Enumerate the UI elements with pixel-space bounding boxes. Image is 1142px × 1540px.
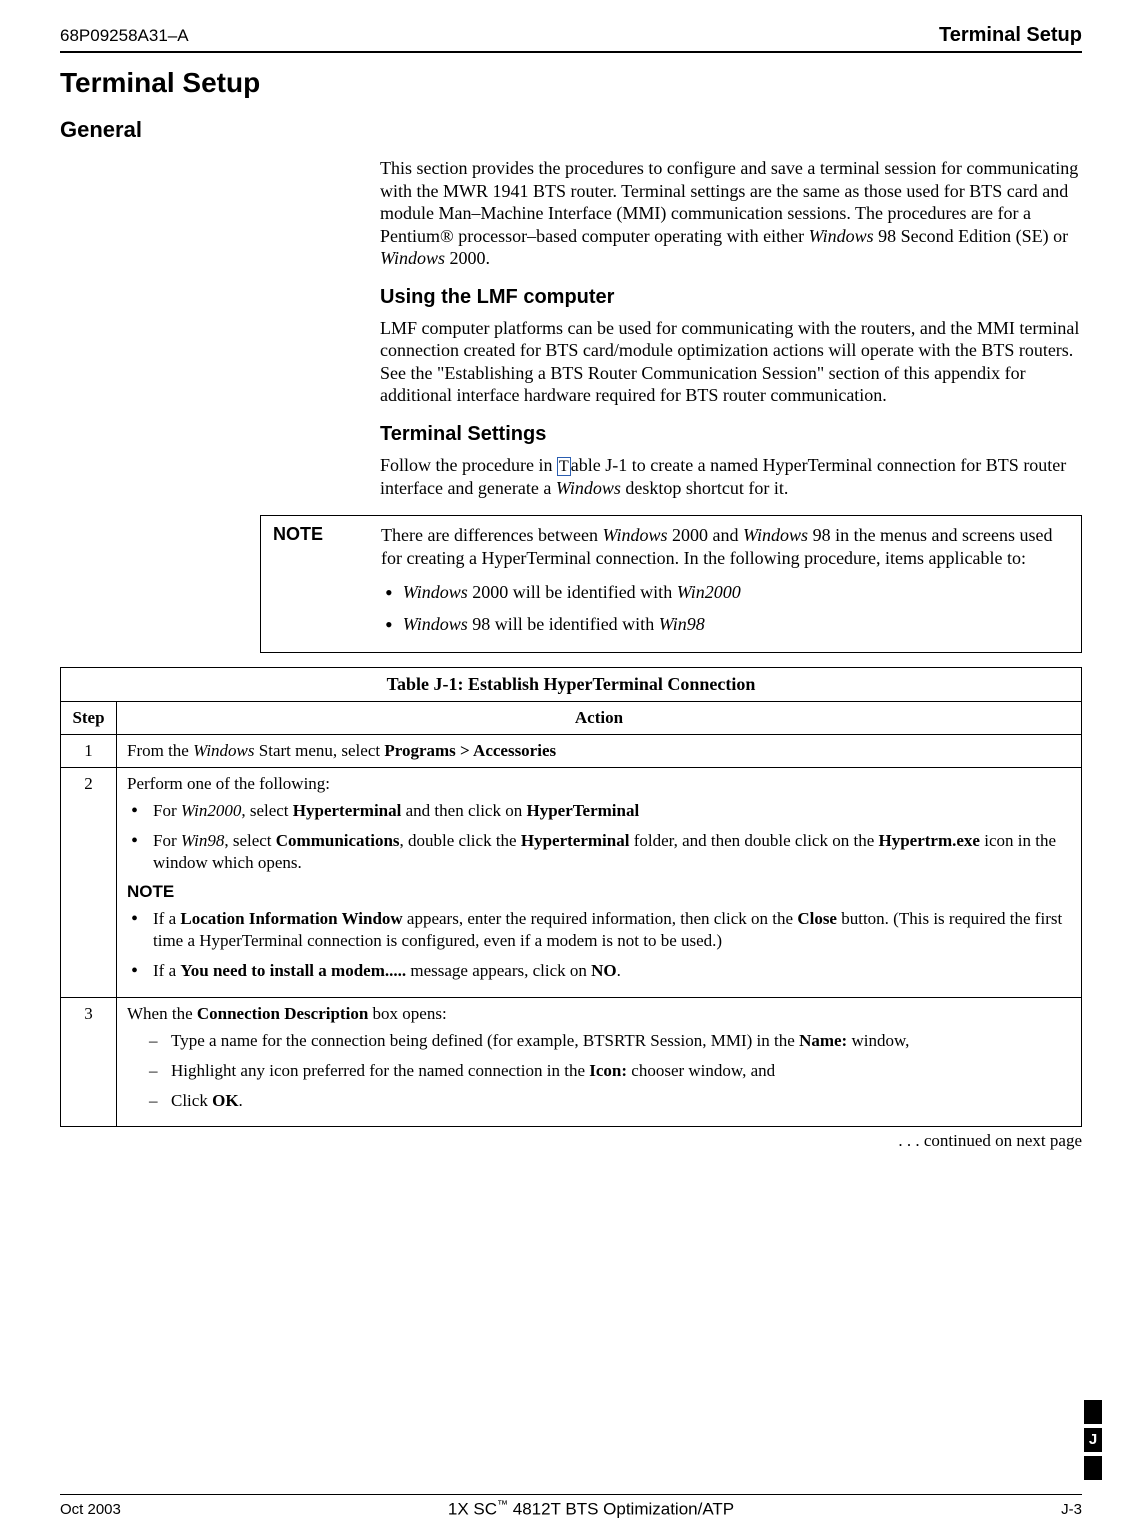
list-item: If a You need to install a modem..... me…	[131, 960, 1071, 982]
tab-block-blank	[1084, 1400, 1102, 1424]
table-caption: Table J-1: Establish HyperTerminal Conne…	[61, 667, 1082, 701]
action-cell: From the Windows Start menu, select Prog…	[117, 734, 1082, 767]
table-row: 2 Perform one of the following: For Win2…	[61, 767, 1082, 997]
list-item: For Win98, select Communications, double…	[131, 830, 1071, 874]
action-cell: Perform one of the following: For Win200…	[117, 767, 1082, 997]
list-item: Highlight any icon preferred for the nam…	[149, 1060, 1071, 1082]
step-num: 2	[61, 767, 117, 997]
link-marker: T	[557, 457, 571, 476]
footer-title: 1X SC™ 4812T BTS Optimization/ATP	[448, 1499, 734, 1520]
doc-number: 68P09258A31–A	[60, 26, 189, 46]
cell-note-label: NOTE	[127, 882, 1071, 902]
page-title: Terminal Setup	[60, 67, 1082, 99]
footer-page: J-3	[1061, 1501, 1082, 1518]
note-label: NOTE	[261, 516, 381, 652]
note-bullet: Windows 2000 will be identified with Win…	[381, 577, 1069, 606]
note-body: There are differences between Windows 20…	[381, 516, 1081, 652]
continued-text: . . . continued on next page	[60, 1131, 1082, 1151]
footer-date: Oct 2003	[60, 1501, 121, 1518]
general-heading: General	[60, 117, 1082, 143]
ts-paragraph: Follow the procedure in Table J-1 to cre…	[380, 454, 1082, 500]
col-step: Step	[61, 701, 117, 734]
page-header: 68P09258A31–A Terminal Setup	[60, 24, 1082, 47]
list-item: For Win2000, select Hyperterminal and th…	[131, 800, 1071, 822]
page-footer: Oct 2003 1X SC™ 4812T BTS Optimization/A…	[60, 1494, 1082, 1520]
list-item: Type a name for the connection being def…	[149, 1030, 1071, 1052]
header-rule	[60, 51, 1082, 53]
side-tab: J	[1084, 1400, 1102, 1484]
list-item: If a Location Information Window appears…	[131, 908, 1071, 952]
tab-block-blank	[1084, 1456, 1102, 1480]
step-num: 1	[61, 734, 117, 767]
tab-block-letter: J	[1084, 1428, 1102, 1452]
note-bullet: Windows 98 will be identified with Win98	[381, 609, 1069, 638]
body-column: This section provides the procedures to …	[380, 157, 1082, 499]
general-paragraph: This section provides the procedures to …	[380, 157, 1082, 270]
footer-rule	[60, 1494, 1082, 1495]
step-num: 3	[61, 997, 117, 1126]
table-row: 1 From the Windows Start menu, select Pr…	[61, 734, 1082, 767]
header-section: Terminal Setup	[939, 24, 1082, 47]
ts-heading: Terminal Settings	[380, 423, 1082, 446]
lmf-heading: Using the LMF computer	[380, 286, 1082, 309]
col-action: Action	[117, 701, 1082, 734]
action-cell: When the Connection Description box open…	[117, 997, 1082, 1126]
procedure-table: Table J-1: Establish HyperTerminal Conne…	[60, 667, 1082, 1127]
table-row: 3 When the Connection Description box op…	[61, 997, 1082, 1126]
list-item: Click OK.	[149, 1090, 1071, 1112]
lmf-paragraph: LMF computer platforms can be used for c…	[380, 317, 1082, 407]
note-box: NOTE There are differences between Windo…	[260, 515, 1082, 653]
